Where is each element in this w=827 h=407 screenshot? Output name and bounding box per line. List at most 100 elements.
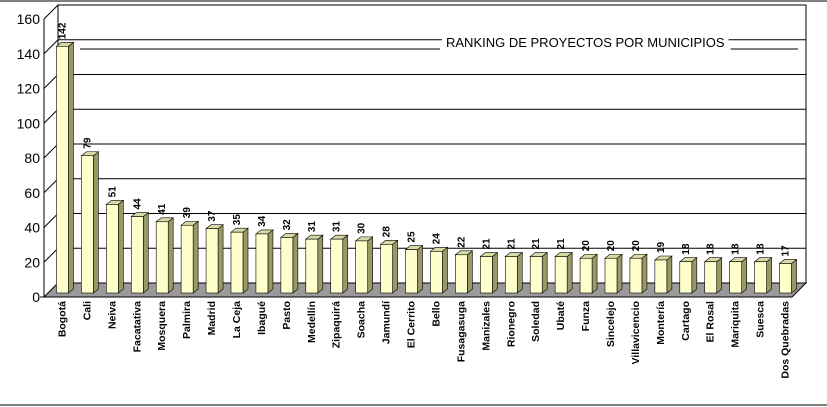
bar — [554, 251, 573, 294]
data-label: 24 — [431, 233, 442, 245]
bar — [604, 253, 623, 294]
category-label: Mariquita — [730, 301, 742, 348]
data-label: 44 — [132, 198, 143, 210]
bar — [230, 227, 249, 294]
bar-front — [305, 238, 319, 294]
category-label: Montería — [655, 301, 667, 345]
data-label: 142 — [57, 22, 68, 39]
data-label: 28 — [382, 226, 393, 238]
data-label: 41 — [157, 203, 168, 215]
bar-front — [579, 257, 593, 294]
data-label: 30 — [357, 222, 368, 234]
data-label: 21 — [531, 238, 542, 250]
bar-side — [766, 257, 772, 294]
bar — [429, 246, 449, 294]
y-tick-label: 20 — [24, 254, 40, 270]
bar — [404, 244, 424, 294]
bar — [80, 151, 100, 294]
data-label: 35 — [232, 214, 243, 226]
bar-front — [529, 256, 543, 294]
bar — [529, 251, 549, 294]
bar — [105, 199, 125, 294]
data-label: 20 — [631, 240, 642, 252]
category-label: Pasto — [281, 301, 293, 330]
data-label: 18 — [681, 243, 692, 255]
gridline-depth — [43, 213, 59, 228]
bar-side — [791, 258, 797, 294]
bar-front — [629, 257, 643, 294]
data-label: 37 — [207, 210, 218, 222]
bars — [55, 41, 798, 294]
bar-side — [342, 234, 349, 294]
bar — [778, 258, 798, 294]
bar — [329, 234, 349, 294]
bar — [454, 250, 474, 294]
bar-front — [330, 238, 344, 294]
bar-side — [616, 253, 623, 294]
bar-side — [317, 234, 324, 294]
gridline-depth — [43, 247, 59, 263]
data-label: 21 — [481, 238, 492, 250]
category-label: Facatativa — [131, 301, 143, 353]
y-tick-label: 60 — [24, 185, 40, 201]
category-label: Soacha — [356, 301, 368, 339]
bar-side — [591, 253, 598, 294]
bar-front — [779, 263, 792, 294]
bar — [579, 253, 598, 294]
bar — [703, 257, 723, 294]
gridline-depth — [43, 108, 59, 124]
bar — [280, 232, 299, 294]
category-label: Funza — [580, 301, 592, 331]
bar-front — [230, 231, 244, 294]
bar — [379, 239, 399, 294]
title-background — [442, 35, 729, 51]
bar-front — [504, 256, 518, 294]
data-label: 21 — [506, 238, 517, 250]
category-label: Rionegro — [505, 301, 517, 347]
data-label: 22 — [456, 236, 467, 248]
bar-side — [367, 236, 373, 294]
category-label: Dos Quebradas — [780, 301, 792, 379]
data-label: 31 — [332, 221, 343, 233]
bar-side — [93, 151, 99, 294]
bar-side — [167, 217, 174, 294]
category-label: Ubaté — [555, 301, 567, 330]
bar-side — [417, 244, 423, 294]
category-label: Madrid — [206, 301, 218, 335]
data-labels: 142 79 51 44 41 39 37 35 34 32 31 31 30 28 25 24 22 21 21 2… — [57, 22, 791, 256]
bar-side — [691, 257, 698, 294]
bar — [205, 224, 224, 294]
data-label: 79 — [82, 137, 93, 149]
data-label: 18 — [706, 243, 717, 255]
data-label: 21 — [556, 238, 567, 250]
bar-side — [666, 255, 673, 294]
category-label: Medellín — [306, 301, 318, 343]
bar-front — [380, 244, 393, 294]
bar-side — [442, 246, 448, 294]
bar-side — [541, 251, 548, 294]
bar-front — [704, 261, 718, 294]
y-tick-label: 160 — [17, 11, 41, 27]
gridline-depth — [43, 74, 59, 89]
bar-front — [654, 259, 668, 294]
category-label: Jamundí — [381, 300, 393, 344]
bar-side — [118, 199, 124, 294]
bar-side — [292, 232, 299, 294]
bar — [678, 257, 698, 294]
bar-front — [155, 221, 169, 294]
bar — [629, 253, 648, 294]
bar-side — [741, 257, 747, 294]
gridline-depth — [43, 143, 59, 159]
y-tick-label: 120 — [17, 81, 41, 97]
bar — [180, 220, 199, 294]
bar-front — [130, 216, 144, 294]
bar-front — [280, 237, 294, 294]
bar — [354, 236, 374, 294]
bar-front — [255, 233, 269, 294]
data-label: 25 — [407, 231, 418, 243]
y-tick-label: 100 — [17, 115, 41, 131]
bar-front — [405, 249, 418, 294]
bar-side — [566, 251, 573, 294]
bar — [155, 217, 175, 294]
